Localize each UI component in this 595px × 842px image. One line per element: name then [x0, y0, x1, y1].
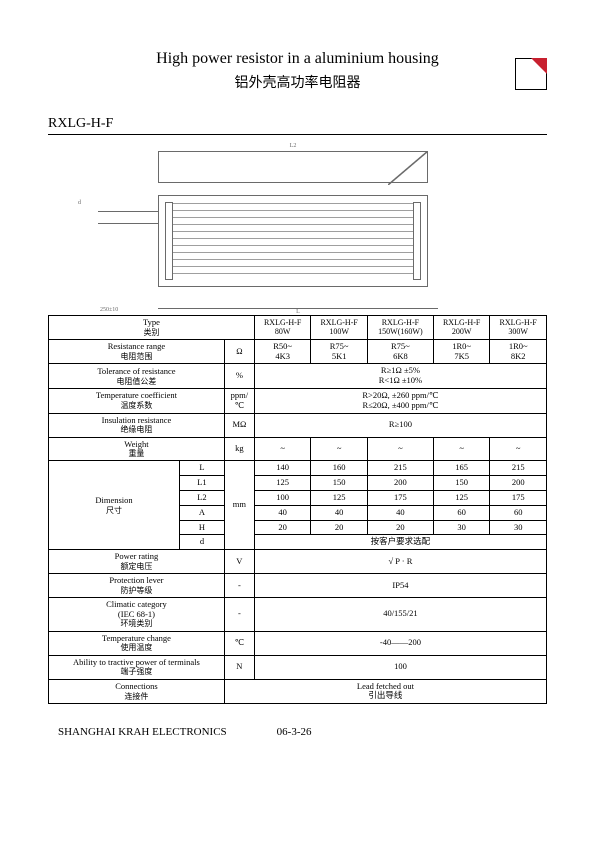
type-header: Type 类别	[49, 316, 255, 340]
lead-wire-2	[98, 223, 158, 224]
diagram-front-view	[158, 195, 428, 287]
row-dim-L: Dimension尺寸 Lmm 140160215165215	[49, 461, 547, 476]
dim-l-label: L	[158, 308, 438, 315]
spec-table: Type 类别 RXLG-H-F80W RXLG-H-F100W RXLG-H-…	[48, 315, 547, 704]
title-english: High power resistor in a aluminium housi…	[48, 50, 547, 68]
variant-1: RXLG-H-F100W	[311, 316, 368, 340]
variant-4: RXLG-H-F300W	[490, 316, 547, 340]
model-code: RXLG-H-F	[48, 116, 547, 132]
type-label-en: Type	[51, 318, 252, 328]
dim-l2-label: L2	[158, 143, 428, 149]
variant-0: RXLG-H-F80W	[254, 316, 311, 340]
header-row: Type 类别 RXLG-H-F80W RXLG-H-F100W RXLG-H-…	[49, 316, 547, 340]
row-protection: Protection lever防护等级 -IP54	[49, 574, 547, 598]
variant-2: RXLG-H-F150W(160W)	[367, 316, 433, 340]
row-temp-coeff: Temperature coefficient温度系数 ppm/ ℃ R>20Ω…	[49, 389, 547, 414]
row-insulation: Insulation resistance绝缘电阻 MΩ R≥100	[49, 413, 547, 437]
type-label-cn: 类别	[51, 328, 252, 337]
row-power-rating: Power rating额定电压 V√ P · R	[49, 550, 547, 574]
divider	[48, 134, 547, 135]
row-tolerance: Tolerance of resistance电阻值公差 % R≥1Ω ±5%R…	[49, 364, 547, 389]
company-name: SHANGHAI KRAH ELECTRONICS	[58, 726, 227, 738]
lead-wire-1	[98, 211, 158, 212]
row-weight: Weight重量 kg ~~~~~	[49, 437, 547, 461]
dimension-diagram: L2 d 250±10 L	[108, 145, 478, 305]
lead-d-label: d	[78, 200, 81, 206]
row-connections: Connections连接件 Lead fetched out引出导线	[49, 679, 547, 704]
row-climatic: Climatic category (IEC 68-1)环境类别 -40/155…	[49, 597, 547, 631]
row-temperature: Temperature change使用温度 ℃-40——200	[49, 631, 547, 655]
diagram-side-view	[158, 151, 428, 183]
row-resistance-range: Resistance range电阻范围 Ω R50~ 4K3 R75~ 5K1…	[49, 339, 547, 364]
row-tractive: Ability to tractive power of terminals端子…	[49, 655, 547, 679]
document-date: 06-3-26	[277, 726, 312, 738]
lead-length-label: 250±10	[100, 307, 118, 313]
title-chinese: 铝外壳高功率电阻器	[48, 72, 547, 92]
variant-3: RXLG-H-F200W	[433, 316, 490, 340]
corner-logo	[515, 58, 547, 90]
footer: SHANGHAI KRAH ELECTRONICS 06-3-26	[48, 726, 547, 738]
